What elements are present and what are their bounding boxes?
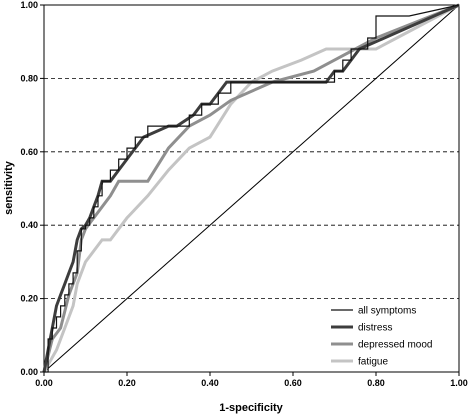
gridlines <box>44 78 459 300</box>
y-tick-label: 0.40 <box>20 220 38 230</box>
series-line-all-symptoms <box>44 4 460 373</box>
y-tick-label: 0.00 <box>20 367 38 377</box>
x-tick-label: 0.60 <box>284 378 302 388</box>
series-lines <box>42 3 460 373</box>
y-tick-label: 1.00 <box>20 0 38 10</box>
legend-label: all symptoms <box>358 306 416 317</box>
y-tick-label: 0.20 <box>20 294 38 304</box>
reference-line-group <box>43 4 460 373</box>
x-tick-label: 0.20 <box>118 378 136 388</box>
legend-label: distress <box>358 323 392 334</box>
x-tick-label: 0.40 <box>201 378 219 388</box>
x-tick-label: 0.00 <box>35 378 53 388</box>
x-tick-label: 0.80 <box>367 378 385 388</box>
y-axis-title: sensitivity <box>3 160 15 215</box>
y-tick-label: 0.60 <box>20 147 38 157</box>
x-tick-label: 1.00 <box>450 378 468 388</box>
series-line-fatigue <box>42 3 460 373</box>
axes <box>40 4 460 376</box>
reference-diagonal <box>43 4 460 373</box>
series-line-depressed-mood <box>42 3 460 373</box>
x-axis-title: 1-specificity <box>219 402 283 414</box>
legend-label: depressed mood <box>358 340 433 351</box>
legend: all symptoms distress depressed mood fatigu… <box>331 306 433 368</box>
legend-label: fatigue <box>358 357 388 368</box>
tick-labels: 0.00 0.20 0.40 0.60 0.80 1.00 0.00 0.20 0.40 0.60… <box>20 0 467 388</box>
y-tick-label: 0.80 <box>20 73 38 83</box>
